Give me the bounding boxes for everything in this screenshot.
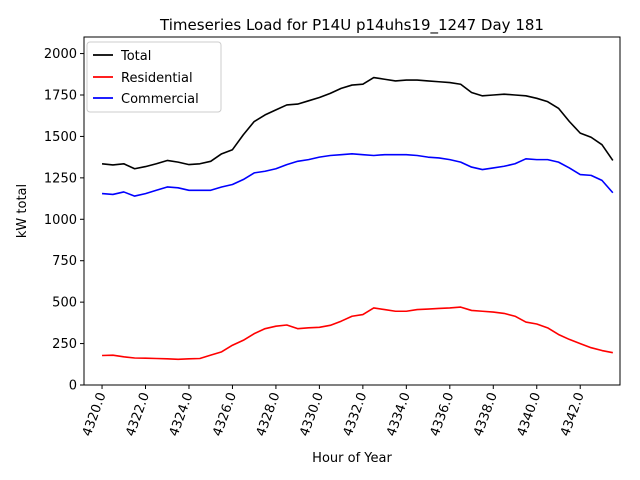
legend-label-residential: Residential [121, 71, 193, 86]
series-layer [101, 76, 614, 361]
plot-area [83, 36, 621, 386]
y-tick-label: 1750 [44, 89, 77, 104]
y-tick-label: 500 [52, 296, 77, 311]
y-tick-label: 1000 [44, 213, 77, 228]
legend-label-commercial: Commercial [121, 92, 199, 107]
y-tick-label: 750 [52, 254, 77, 269]
series-line-residential [102, 306, 613, 361]
y-tick-label: 2000 [44, 47, 77, 62]
series-line-commercial [101, 153, 614, 197]
axes-frame [83, 36, 621, 386]
y-tick-label: 1500 [44, 130, 77, 145]
y-axis-label: kW total [15, 184, 30, 238]
legend-box [86, 41, 222, 113]
legend: Total Residential Commercial [86, 41, 222, 113]
x-axis-label: Hour of Year [312, 451, 392, 466]
y-tick-label: 250 [52, 337, 77, 352]
y-tick-label: 1250 [44, 171, 77, 186]
legend-label-total: Total [120, 49, 151, 64]
y-tick-label: 0 [69, 379, 77, 394]
y-axis: 0 250 500 750 1000 1250 1500 1750 2000 [44, 47, 84, 394]
chart-title: Timeseries Load for P14U p14uhs19_1247 D… [159, 16, 544, 35]
series-line-total [101, 76, 614, 170]
